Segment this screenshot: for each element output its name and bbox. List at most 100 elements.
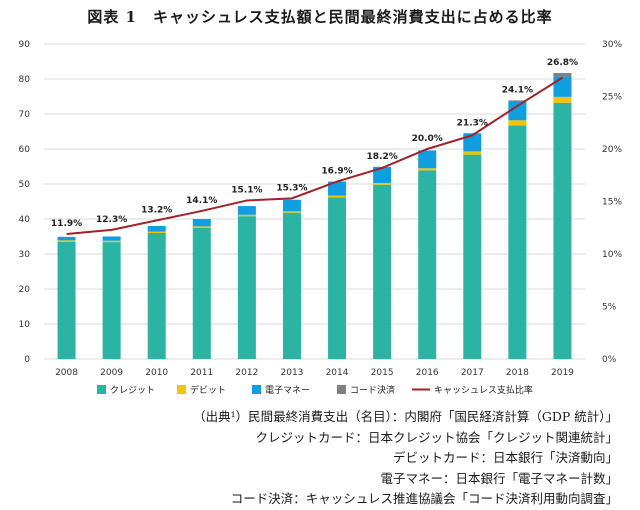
legend-label: デビット (190, 384, 226, 396)
bar-series (57, 73, 572, 360)
ratio-line (66, 76, 563, 236)
source-line: コード決済：キャッシュレス推進協議会「コード決済利用動向調査」 (230, 491, 618, 506)
x-tick-label: 2019 (551, 368, 574, 378)
y-left-tick-label: 90 (19, 40, 31, 50)
legend-label: 電子マネー (265, 385, 310, 396)
data-labels: 11.9% 12.3% 13.2% 14.1% 15.1% 15.3% 16.9% 18.2%… (51, 58, 578, 229)
bar-segment (463, 151, 482, 155)
bar-segment (147, 233, 166, 359)
bar-segment (282, 212, 301, 359)
x-tick-label: 2008 (55, 368, 78, 378)
x-tick-label: 2018 (506, 368, 529, 378)
bar-segment (102, 242, 121, 359)
ratio-data-label: 18.2% (367, 152, 398, 162)
bar-segment (102, 236, 121, 241)
gridlines (44, 43, 585, 360)
bar-segment (508, 120, 527, 126)
y-right-tick-label: 25% (602, 93, 622, 103)
y-left-tick-label: 10 (19, 320, 31, 330)
y-left-tick-label: 20 (19, 285, 31, 295)
ratio-data-label: 15.1% (231, 185, 262, 195)
y-left-tick-label: 50 (19, 180, 31, 190)
y-right-tick-label: 10% (602, 250, 622, 260)
bar-segment (192, 226, 211, 228)
y-left-tick-label: 0 (24, 355, 30, 365)
bar-segment (508, 101, 527, 121)
ratio-data-label: 21.3% (457, 118, 488, 128)
bar-segment (282, 211, 301, 213)
bar-segment (553, 96, 572, 103)
bar-segment (147, 226, 166, 232)
bar-segment (282, 199, 301, 212)
ratio-data-label: 26.8% (547, 58, 578, 68)
bar-segment (237, 206, 256, 215)
bar-segment (57, 240, 76, 242)
x-tick-label: 2015 (371, 368, 394, 378)
legend-label: クレジット (110, 385, 155, 396)
y-right-tick-label: 5% (602, 303, 617, 313)
bar-segment (463, 154, 482, 359)
x-tick-label: 2010 (145, 368, 168, 378)
bar-segment (192, 219, 211, 227)
bar-segment (373, 184, 392, 359)
y-left-tick-label: 30 (19, 250, 31, 260)
y-left-tick-label: 40 (19, 215, 31, 225)
axes: 0 10 20 30 40 50 60 70 80 90 0% 5% 10% 15% 20% 25% 30% 20… (19, 40, 623, 378)
ratio-data-label: 11.9% (51, 219, 82, 229)
x-tick-label: 2013 (281, 368, 304, 378)
bar-segment (508, 100, 527, 102)
ratio-line-path (66, 76, 563, 236)
y-left-tick-label: 70 (19, 110, 31, 120)
x-tick-label: 2009 (100, 368, 123, 378)
bar-segment (237, 216, 256, 359)
bar-segment (553, 102, 572, 360)
source-line: （出典¹）民間最終消費支出（名目）：内閣府「国民経済計算（GDP 統計）」 (193, 409, 618, 424)
bar-segment (373, 182, 392, 185)
bar-segment (463, 133, 482, 152)
bar-segment (328, 181, 347, 196)
source-line: デビットカード：日本銀行「決済動向」 (392, 450, 618, 465)
bar-segment (418, 168, 437, 171)
legend: クレジット デビット 電子マネー コード決済 キャッシュレス支払比率 (97, 384, 533, 396)
legend-swatch (337, 385, 346, 394)
bar-segment (373, 166, 392, 183)
ratio-data-label: 20.0% (412, 134, 443, 144)
source-line: クレジットカード：日本クレジット協会「クレジット関連統計」 (255, 429, 618, 445)
bar-segment (328, 195, 347, 198)
ratio-data-label: 15.3% (276, 183, 307, 193)
ratio-data-label: 16.9% (321, 167, 352, 177)
bar-segment (418, 170, 437, 359)
x-tick-label: 2014 (326, 368, 349, 378)
y-right-tick-label: 20% (602, 145, 622, 155)
ratio-data-label: 12.3% (96, 215, 127, 225)
x-tick-label: 2012 (235, 368, 258, 378)
source-line: 電子マネー：日本銀行「電子マネー計数」 (380, 470, 618, 486)
bar-segment (147, 231, 166, 233)
chart-title: 図表 1 キャッシュレス支払額と民間最終消費支出に占める比率 (87, 8, 553, 26)
ratio-data-label: 14.1% (186, 196, 217, 206)
x-tick-label: 2016 (416, 368, 439, 378)
bar-segment (508, 125, 527, 359)
bar-segment (237, 214, 256, 217)
x-tick-label: 2011 (190, 368, 213, 378)
y-left-tick-label: 80 (19, 75, 31, 85)
bar-segment (553, 76, 572, 97)
x-tick-label: 2017 (461, 368, 484, 378)
stacked-bar-line-chart: 11.9% 12.3% 13.2% 14.1% 15.1% 15.3% 16.9% 18.2%… (19, 40, 623, 396)
y-right-tick-label: 0% (602, 355, 617, 365)
sources-block: （出典¹）民間最終消費支出（名目）：内閣府「国民経済計算（GDP 統計）」 クレ… (193, 407, 618, 510)
y-left-tick-label: 60 (19, 145, 31, 155)
bar-segment (553, 73, 572, 77)
legend-swatch (252, 385, 261, 394)
y-right-tick-label: 30% (602, 40, 622, 50)
y-right-tick-label: 15% (602, 198, 622, 208)
legend-swatch (97, 385, 106, 394)
legend-label: キャッシュレス支払比率 (434, 384, 533, 396)
bar-segment (192, 227, 211, 359)
bar-segment (102, 240, 121, 243)
bar-segment (328, 197, 347, 359)
ratio-data-label: 24.1% (502, 85, 533, 95)
legend-label: コード決済 (350, 384, 395, 396)
legend-swatch (177, 385, 186, 394)
bar-segment (418, 150, 437, 169)
